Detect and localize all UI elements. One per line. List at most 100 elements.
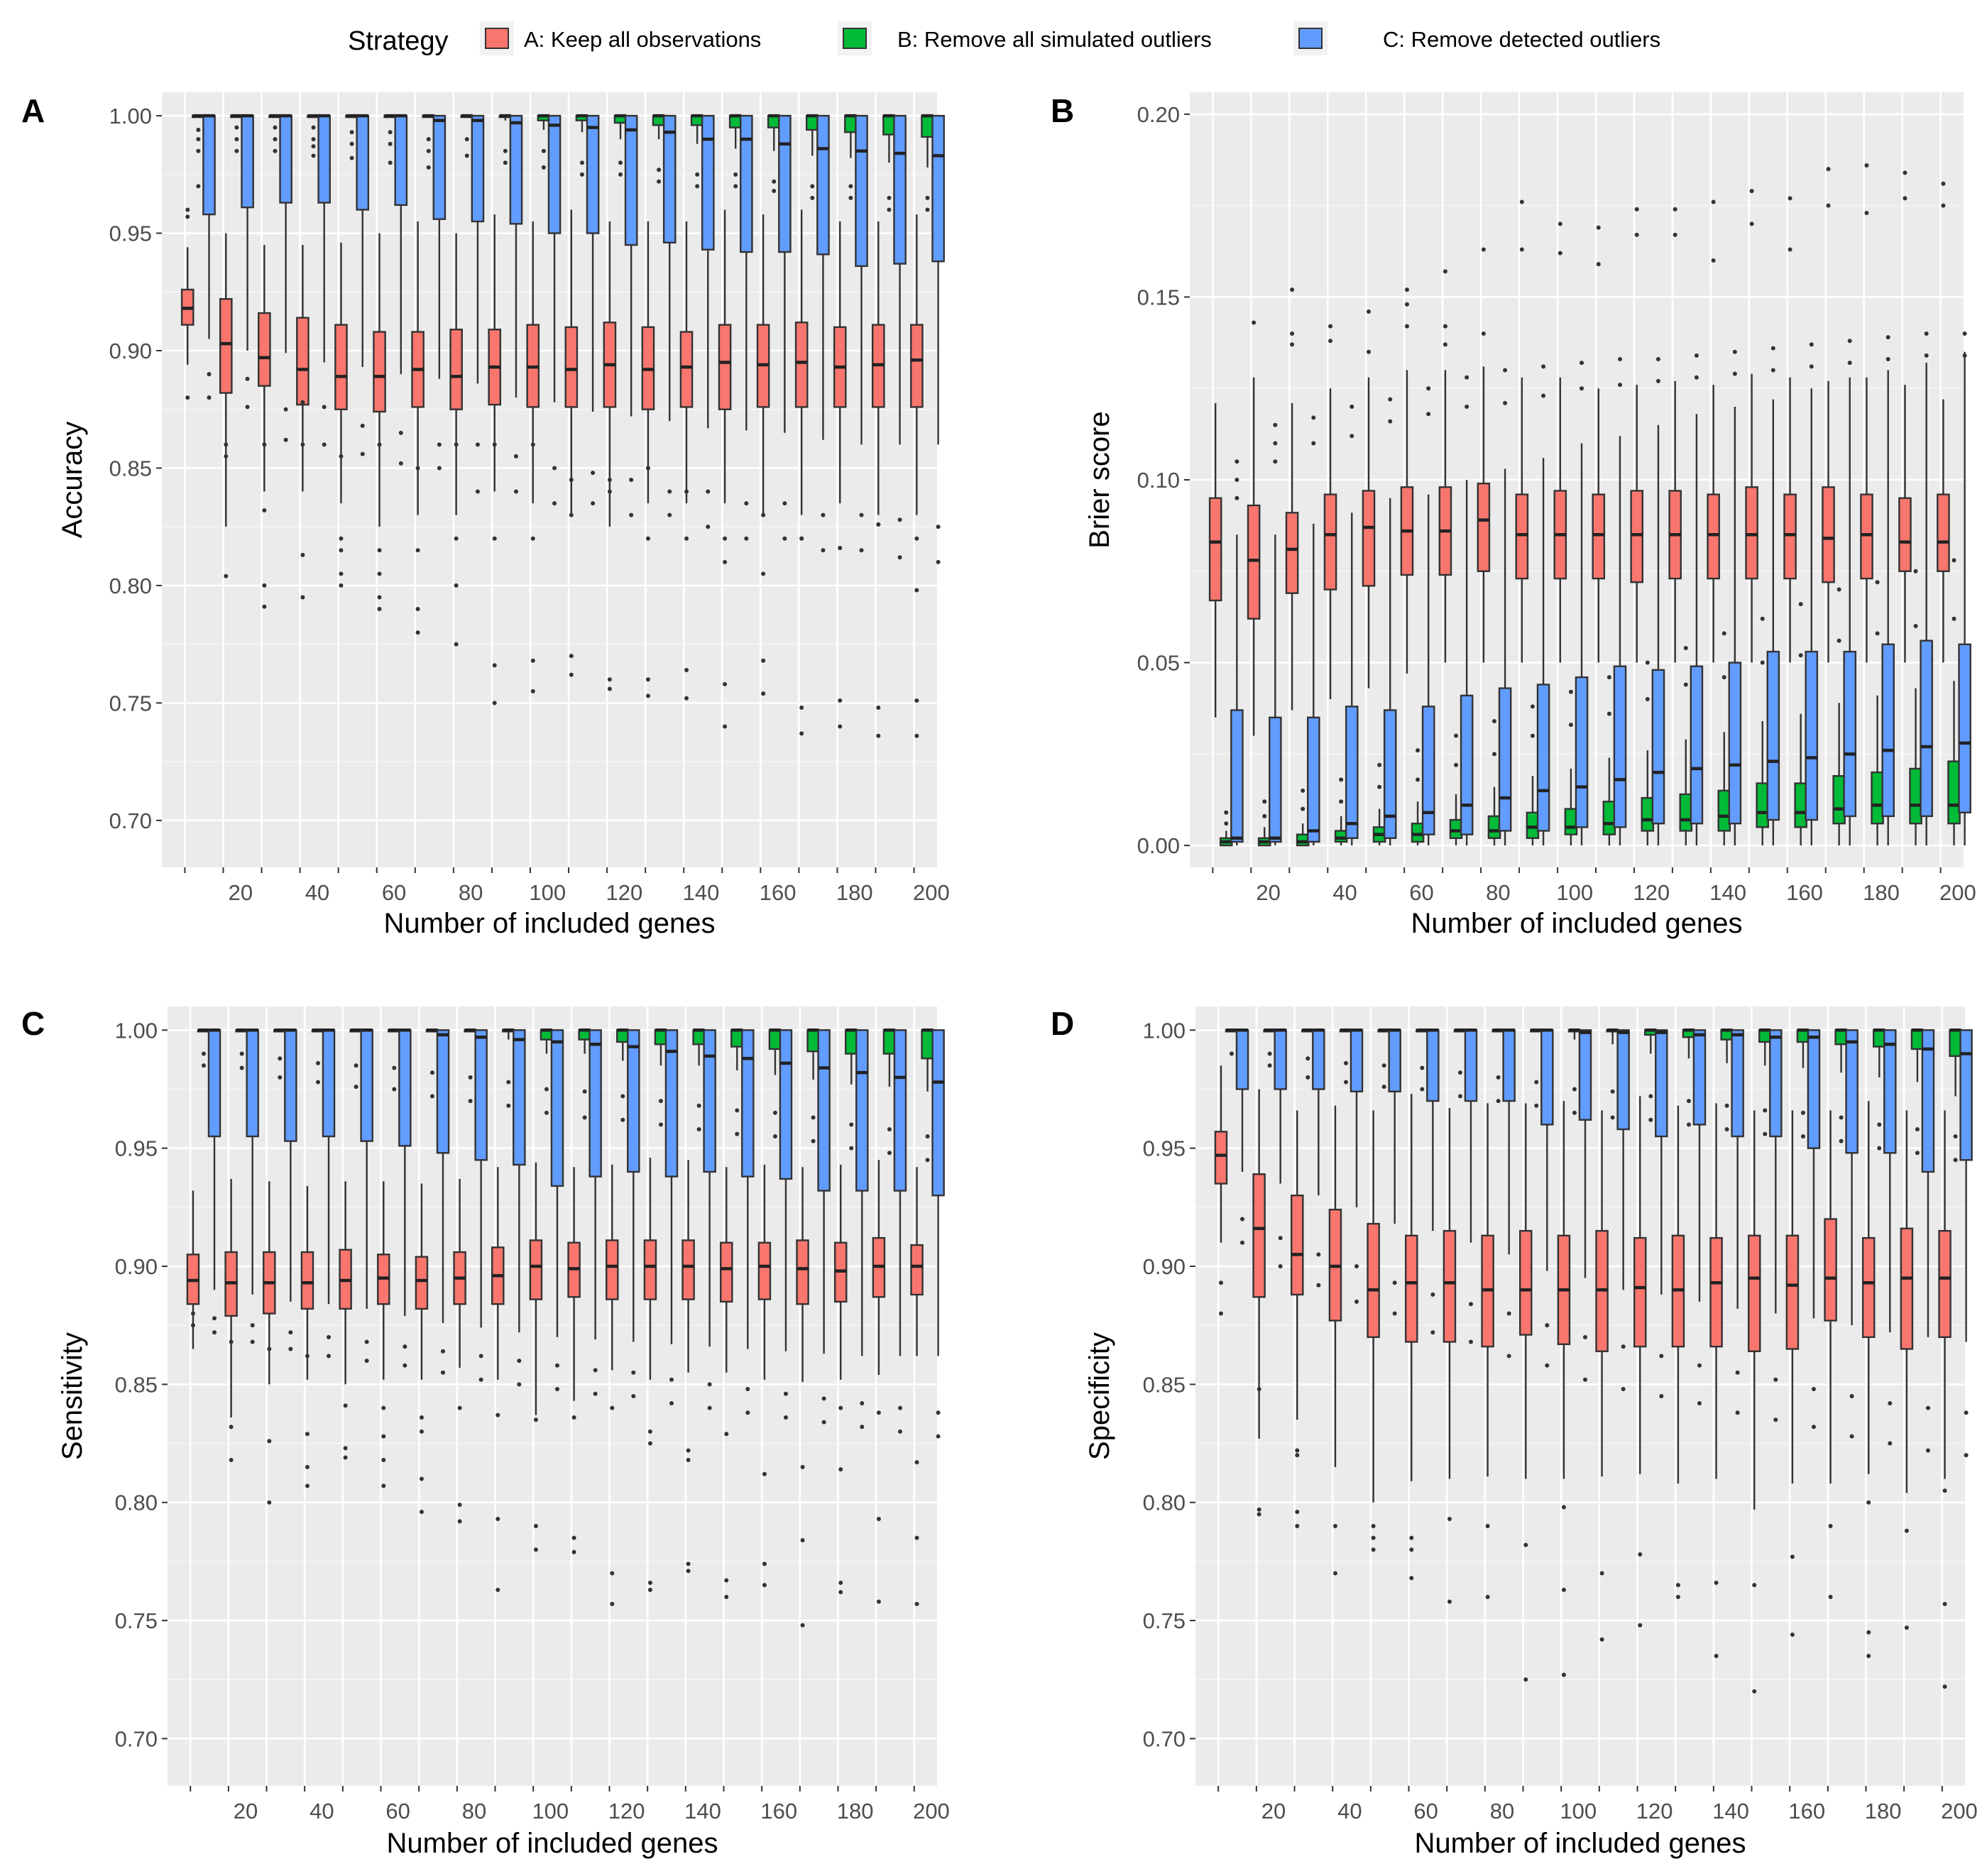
outlier-point: [1262, 813, 1267, 818]
box: [816, 114, 830, 256]
box: [1367, 1222, 1380, 1339]
outlier-point: [936, 525, 941, 530]
outlier-point: [1523, 1542, 1528, 1547]
outlier-point: [1760, 660, 1765, 665]
box: [1909, 767, 1922, 825]
panel-b-marks: 0.00 0.05 0.10 0.15 0.20 20 40 60 80 100 120 140 160…: [1137, 92, 1976, 905]
outlier-point: [457, 1519, 462, 1524]
outlier-point: [1404, 287, 1409, 292]
outlier-point: [1655, 378, 1660, 383]
outlier-point: [283, 437, 288, 442]
box: [1477, 482, 1491, 572]
legend-label-a: A: Keep all observations: [524, 27, 761, 52]
outlier-point: [859, 512, 864, 517]
outlier-point: [1621, 1387, 1626, 1392]
y-tick-label: 0.75: [1143, 1608, 1186, 1633]
y-tick-label: 0.70: [115, 1726, 158, 1751]
outlier-point: [1447, 1517, 1452, 1522]
y-tick-label: 0.90: [1143, 1254, 1186, 1279]
outlier-point: [1561, 1672, 1566, 1677]
outlier-point: [517, 1359, 522, 1364]
outlier-point: [658, 1099, 663, 1104]
x-tick-label: 160: [760, 1799, 797, 1823]
outlier-point: [782, 501, 787, 506]
outlier-point: [322, 442, 327, 447]
outlier-point: [360, 451, 365, 456]
outlier-point: [1773, 1377, 1778, 1382]
outlier-point: [1839, 1139, 1844, 1143]
outlier-point: [1606, 711, 1611, 716]
x-tick-label: 120: [608, 1799, 645, 1823]
outlier-point: [876, 522, 881, 527]
outlier-point: [1724, 1127, 1729, 1132]
outlier-point: [349, 155, 354, 160]
outlier-point: [695, 172, 700, 177]
outlier-point: [1849, 1434, 1854, 1439]
outlier-point: [914, 1535, 919, 1540]
outlier-point: [887, 1127, 892, 1132]
box: [1873, 1029, 1886, 1048]
outlier-point: [925, 195, 930, 200]
outlier-point: [1675, 1594, 1680, 1599]
box: [1958, 643, 1971, 813]
outlier-point: [684, 536, 689, 541]
box: [1306, 716, 1320, 843]
outlier-point: [645, 466, 650, 471]
outlier-point: [799, 731, 804, 736]
outlier-point: [876, 1410, 881, 1415]
outlier-point: [631, 1370, 636, 1375]
outlier-point: [1530, 733, 1535, 738]
outlier-point: [1697, 1400, 1702, 1405]
y-tick-label: 0.80: [1143, 1491, 1186, 1515]
outlier-point: [381, 1457, 386, 1462]
outlier-point: [1849, 1394, 1854, 1398]
outlier-point: [1694, 375, 1699, 380]
outlier-point: [745, 1410, 750, 1415]
outlier-point: [618, 172, 623, 177]
outlier-point: [1572, 1087, 1577, 1092]
box: [1920, 640, 1933, 818]
box: [682, 1239, 695, 1300]
outlier-point: [1582, 1334, 1587, 1339]
outlier-point: [530, 658, 535, 663]
outlier-point: [1732, 349, 1737, 354]
outlier-point: [1392, 1280, 1397, 1285]
outlier-point: [415, 466, 420, 471]
box: [1426, 1029, 1440, 1102]
outlier-point: [273, 148, 278, 153]
outlier-point: [914, 536, 919, 541]
box: [1824, 1218, 1837, 1322]
x-tick-label: 40: [1332, 880, 1357, 905]
outlier-point: [267, 1346, 272, 1351]
outlier-point: [579, 172, 584, 177]
outlier-point: [513, 454, 518, 459]
outlier-point: [1903, 170, 1907, 175]
outlier-point: [1913, 569, 1918, 574]
outlier-point: [1732, 371, 1737, 376]
outlier-point: [914, 588, 919, 593]
outlier-point: [860, 1400, 865, 1405]
box: [1717, 789, 1731, 832]
outlier-point: [571, 1535, 576, 1540]
box: [1296, 833, 1310, 847]
outlier-point: [897, 1429, 902, 1434]
outlier-point: [610, 1405, 615, 1410]
x-tick-label: 200: [913, 880, 950, 905]
outlier-point: [1545, 1323, 1550, 1328]
outlier-point: [1468, 1302, 1473, 1307]
outlier-point: [1381, 1085, 1386, 1090]
outlier-point: [925, 1158, 930, 1163]
box: [606, 1239, 619, 1300]
outlier-point: [762, 1471, 767, 1476]
outlier-point: [1673, 207, 1677, 212]
panel-c-letter: C: [21, 1005, 45, 1042]
box: [1881, 643, 1895, 818]
box: [1214, 1131, 1228, 1185]
outlier-point: [1749, 221, 1754, 226]
outlier-point: [695, 184, 700, 189]
outlier-point: [667, 512, 672, 517]
outlier-point: [1915, 1127, 1920, 1132]
outlier-point: [1416, 777, 1421, 782]
y-tick-label: 0.85: [109, 456, 152, 481]
outlier-point: [343, 1446, 348, 1451]
